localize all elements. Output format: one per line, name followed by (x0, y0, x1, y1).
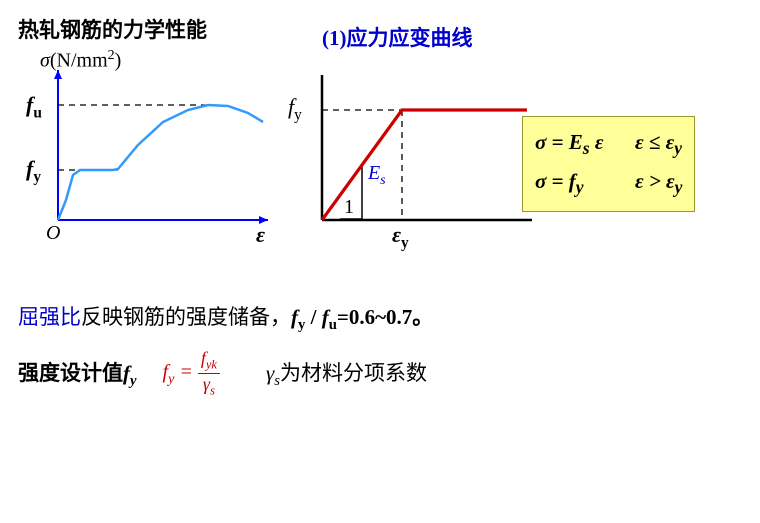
chart1-fy-label: fy (26, 156, 41, 186)
eq1-left: σ = Es ε (535, 125, 635, 164)
design-label: 强度设计值fy (18, 357, 137, 390)
eq2-left: σ = fy (535, 164, 635, 203)
equation-row-1: σ = Es ε ε ≤ εy (535, 125, 682, 164)
chart2-es-label: Es (368, 162, 386, 189)
chart2-unit-label: 1 (344, 196, 354, 219)
eq1-right: ε ≤ εy (635, 125, 682, 164)
chart1-fu-label: fu (26, 92, 42, 122)
eq2-right: ε > εy (635, 164, 682, 203)
chart1-xlabel: ε (256, 222, 265, 248)
section-subtitle: (1)应力应变曲线 (322, 22, 473, 52)
design-row: 强度设计值fy fy = fyk γs γs为材料分项系数 (18, 348, 742, 398)
stress-strain-real-chart: σ(N/mm2) fu fy O ε (18, 50, 292, 255)
design-formula: fy = fyk γs (163, 348, 220, 398)
ratio-term: 屈强比 (18, 305, 81, 329)
chart2-fy-label: fy (288, 94, 302, 124)
ratio-expr: fy / fu=0.6~0.7。 (291, 305, 433, 329)
chart1-ylabel: σ(N/mm2) (40, 48, 121, 73)
equation-box: σ = Es ε ε ≤ εy σ = fy ε > εy (522, 116, 695, 212)
chart2-ey-label: εy (392, 222, 409, 252)
chart2-svg (292, 50, 542, 250)
charts-row: σ(N/mm2) fu fy O ε (1)应力应变曲线 fy Es 1 εy … (18, 50, 742, 255)
equation-row-2: σ = fy ε > εy (535, 164, 682, 203)
ratio-paragraph: 屈强比反映钢筋的强度储备，fy / fu=0.6~0.7。 (18, 301, 742, 334)
gamma-explain: γs为材料分项系数 (266, 357, 427, 390)
ratio-body: 反映钢筋的强度储备， (81, 305, 291, 329)
chart1-svg (18, 50, 278, 250)
stress-strain-ideal-chart: (1)应力应变曲线 fy Es 1 εy σ = Es ε ε ≤ εy σ =… (292, 50, 742, 255)
chart1-origin-label: O (46, 222, 60, 245)
